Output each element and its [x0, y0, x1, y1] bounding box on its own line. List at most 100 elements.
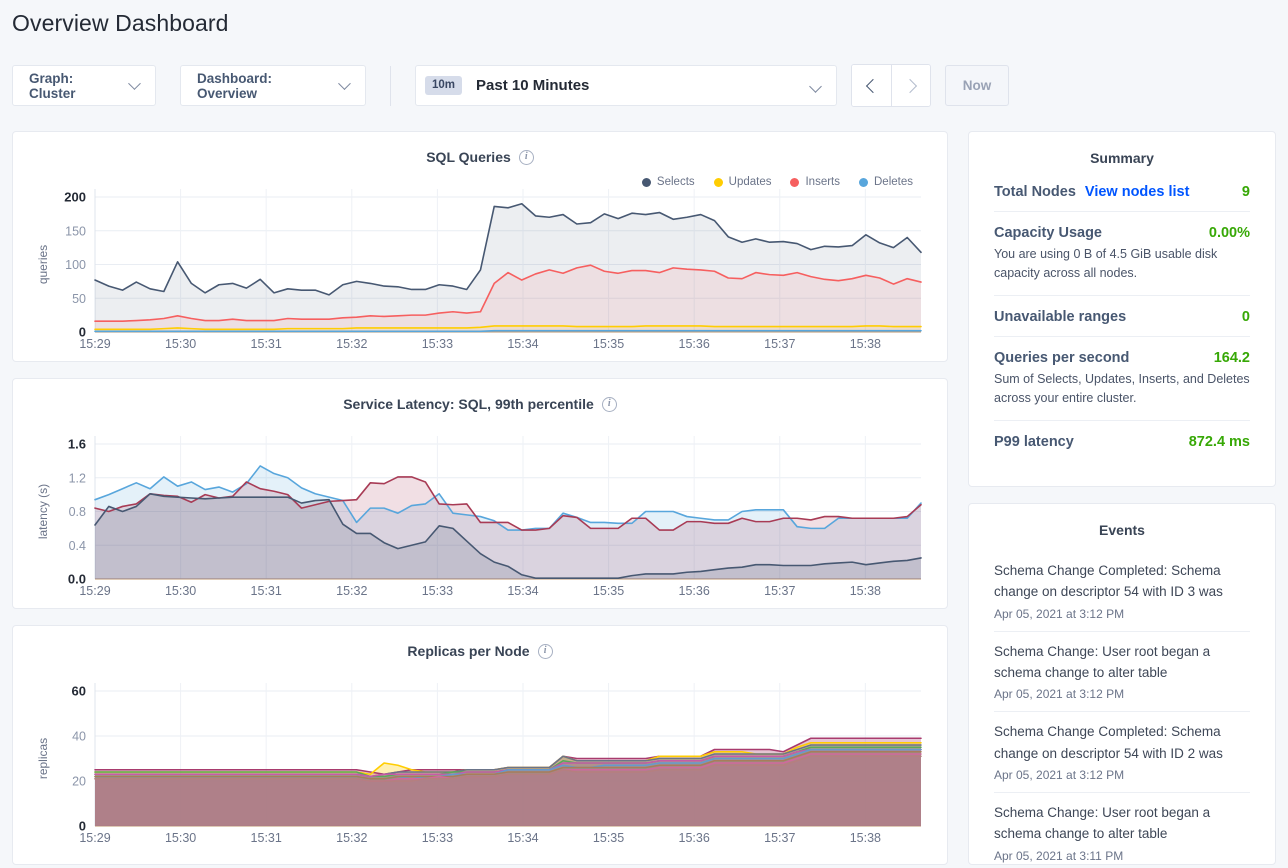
time-range-pill: 10m: [425, 75, 463, 96]
svg-text:15:35: 15:35: [593, 337, 624, 351]
event-timestamp: Apr 05, 2021 at 3:12 PM: [994, 606, 1125, 621]
svg-text:20: 20: [72, 775, 86, 789]
chart-title-text: Service Latency: SQL, 99th percentile: [343, 396, 594, 412]
time-nav-group: [851, 64, 931, 107]
svg-text:0.8: 0.8: [69, 505, 86, 519]
svg-text:replicas: replicas: [36, 738, 50, 779]
svg-text:50: 50: [72, 292, 86, 306]
svg-text:15:36: 15:36: [679, 337, 710, 351]
summary-row-p99-latency: P99 latency 872.4 ms: [994, 419, 1250, 461]
events-heading: Events: [1099, 522, 1145, 538]
legend-label-deletes: Deletes: [874, 176, 913, 188]
svg-text:15:31: 15:31: [251, 337, 282, 351]
svg-text:15:32: 15:32: [336, 584, 367, 598]
event-text: Schema Change Completed: Schema change o…: [994, 724, 1223, 761]
list-item[interactable]: Schema Change: User root began a schema …: [994, 791, 1250, 868]
summary-body: Total Nodes View nodes list 9 Capacity U…: [969, 166, 1275, 461]
legend-dot-updates: [713, 177, 723, 187]
plot-sql-queries[interactable]: 0 50 100 150 200 15:29 15:30 15:31 15:32 15:33 15:…: [13, 132, 949, 363]
list-item[interactable]: Schema Change: User root began a schema …: [994, 630, 1250, 712]
svg-text:15:29: 15:29: [79, 337, 110, 351]
svg-text:1.6: 1.6: [68, 437, 86, 452]
svg-text:15:32: 15:32: [336, 831, 367, 845]
summary-value: 164.2: [1213, 349, 1250, 366]
svg-text:15:37: 15:37: [764, 831, 795, 845]
svg-text:15:38: 15:38: [850, 831, 881, 845]
svg-text:15:31: 15:31: [251, 584, 282, 598]
graph-dropdown-label: Graph: Cluster: [29, 70, 76, 101]
legend-dot-inserts: [790, 177, 800, 187]
info-icon[interactable]: i: [537, 643, 553, 659]
svg-text:0.0: 0.0: [68, 572, 86, 587]
info-icon[interactable]: i: [518, 149, 534, 165]
chart-title-sql-queries: SQL Queries i: [13, 132, 947, 165]
chevron-down-icon: [809, 80, 822, 93]
summary-panel: Summary Total Nodes View nodes list 9 Ca…: [968, 131, 1276, 487]
summary-label: Capacity Usage: [994, 225, 1102, 241]
svg-text:15:34: 15:34: [507, 831, 538, 845]
svg-text:latency (s): latency (s): [36, 484, 50, 539]
legend-label-selects: Selects: [656, 176, 695, 188]
chevron-down-icon: [128, 77, 141, 90]
list-item[interactable]: Schema Change Completed: Schema change o…: [994, 711, 1250, 792]
svg-text:15:35: 15:35: [593, 831, 624, 845]
svg-text:0: 0: [79, 325, 86, 340]
svg-text:15:34: 15:34: [507, 337, 538, 351]
legend-item-inserts[interactable]: Inserts: [790, 176, 840, 188]
event-timestamp: Apr 05, 2021 at 3:12 PM: [994, 687, 1125, 702]
event-text: Schema Change Completed: Schema change o…: [994, 563, 1223, 600]
svg-text:0: 0: [79, 819, 86, 834]
chart-card-service-latency: Service Latency: SQL, 99th percentile i …: [12, 378, 948, 609]
chevron-right-icon: [902, 78, 917, 93]
summary-row-capacity-usage: Capacity Usage 0.00% You are using 0 B o…: [994, 211, 1250, 295]
summary-value: 0: [1241, 308, 1250, 325]
svg-text:100: 100: [65, 258, 86, 272]
legend-item-selects[interactable]: Selects: [641, 176, 695, 188]
svg-text:15:33: 15:33: [422, 831, 453, 845]
summary-description: You are using 0 B of 4.5 GiB usable disk…: [994, 247, 1218, 281]
legend-label-inserts: Inserts: [805, 176, 840, 188]
svg-text:15:37: 15:37: [764, 337, 795, 351]
info-icon[interactable]: i: [601, 396, 617, 412]
prev-range-button[interactable]: [852, 65, 891, 106]
svg-text:15:30: 15:30: [165, 337, 196, 351]
svg-text:1.2: 1.2: [69, 471, 86, 485]
svg-text:15:33: 15:33: [422, 584, 453, 598]
svg-text:queries: queries: [36, 245, 50, 284]
list-item[interactable]: Schema Change Completed: Schema change o…: [994, 551, 1250, 631]
plot-service-latency[interactable]: 0.0 0.4 0.8 1.2 1.6 15:29 15:30 15:31 15:32 15:33…: [13, 379, 949, 610]
summary-value: 9: [1241, 184, 1250, 200]
legend-item-updates[interactable]: Updates: [713, 176, 771, 188]
svg-text:15:32: 15:32: [336, 337, 367, 351]
summary-value: 0.00%: [1208, 225, 1250, 241]
time-range-label: Past 10 Minutes: [476, 77, 590, 94]
view-nodes-list-link[interactable]: View nodes list: [1084, 184, 1190, 200]
dashboard-dropdown[interactable]: Dashboard: Overview: [180, 65, 366, 106]
toolbar: Graph: Cluster Dashboard: Overview 10m P…: [12, 64, 1009, 107]
legend-dot-selects: [641, 177, 651, 187]
event-text: Schema Change: User root began a schema …: [994, 804, 1211, 842]
summary-label: Total Nodes: [994, 184, 1076, 200]
svg-text:15:33: 15:33: [422, 337, 453, 351]
svg-text:200: 200: [64, 190, 86, 205]
legend-item-deletes[interactable]: Deletes: [859, 176, 913, 188]
svg-text:15:36: 15:36: [679, 831, 710, 845]
summary-label: Unavailable ranges: [994, 308, 1127, 325]
events-panel: Events Schema Change Completed: Schema c…: [968, 503, 1276, 865]
summary-label: Queries per second: [994, 349, 1130, 366]
chevron-left-icon: [865, 78, 881, 93]
legend-dot-deletes: [859, 177, 868, 187]
events-list: Schema Change Completed: Schema change o…: [969, 538, 1275, 868]
svg-text:40: 40: [72, 730, 86, 744]
next-range-button[interactable]: [891, 65, 930, 106]
plot-replicas-per-node[interactable]: 0 20 40 60 15:29 15:30 15:31 15:32 15:33 15:34 15:…: [13, 626, 949, 866]
now-button[interactable]: Now: [945, 65, 1009, 106]
event-text: Schema Change: User root began a schema …: [994, 643, 1211, 680]
svg-text:15:35: 15:35: [593, 584, 624, 598]
svg-text:15:30: 15:30: [165, 584, 196, 598]
event-timestamp: Apr 05, 2021 at 3:12 PM: [994, 767, 1125, 782]
svg-text:15:30: 15:30: [165, 831, 196, 845]
graph-dropdown[interactable]: Graph: Cluster: [12, 65, 156, 106]
time-range-select[interactable]: 10m Past 10 Minutes: [415, 65, 837, 106]
svg-text:0.4: 0.4: [69, 539, 86, 553]
